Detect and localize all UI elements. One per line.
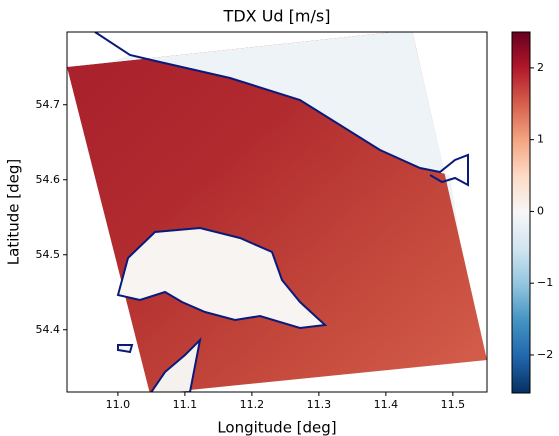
x-axis-label: Longitude [deg]: [217, 419, 336, 436]
colorbar-tick-label: −2: [537, 348, 553, 361]
colorbar-tick-label: 0: [537, 204, 544, 217]
x-tick-label: 11.0: [106, 398, 131, 411]
y-tick-label: 54.7: [36, 98, 61, 111]
colorbar-tick-label: 1: [537, 133, 544, 146]
axes-frame: [66, 31, 488, 393]
x-tick-label: 11.3: [307, 398, 332, 411]
y-tick-label: 54.4: [36, 323, 61, 336]
x-tick-label: 11.1: [173, 398, 198, 411]
chart-title: TDX Ud [m/s]: [223, 7, 331, 26]
colorbar-tick-label: 2: [537, 61, 544, 74]
colorbar-tick-label: −1: [537, 276, 553, 289]
y-axis-label: Latitude [deg]: [5, 159, 23, 265]
x-tick-label: 11.4: [374, 398, 399, 411]
x-tick-label: 11.5: [441, 398, 466, 411]
y-tick-label: 54.5: [36, 248, 61, 261]
colorbar: [511, 31, 531, 394]
x-tick-label: 11.2: [240, 398, 265, 411]
map-image: [67, 32, 487, 392]
y-tick-label: 54.6: [36, 173, 61, 186]
